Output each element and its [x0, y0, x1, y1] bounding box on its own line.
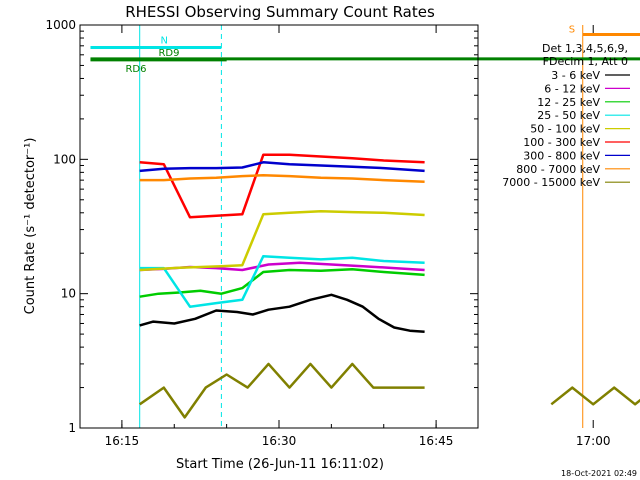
series-line-2-segment-0 — [139, 267, 425, 298]
x-axis-label: Start Time (26-Jun-11 16:11:02) — [176, 457, 384, 472]
x-tick-label-0: 16:15 — [105, 434, 140, 448]
legend-header-line-1: Det 1,3,4,5,6,9, — [542, 42, 628, 55]
y-tick-label-1: 10 — [61, 287, 76, 301]
series-line-8-segment-1 — [550, 386, 640, 406]
legend-label-8: 7000 - 15000 keV — [502, 176, 600, 189]
legend-label-7: 800 - 7000 keV — [516, 163, 600, 176]
series-line-8-segment-0 — [138, 362, 425, 419]
y-tick-label-0: 1 — [68, 421, 76, 435]
y-tick-label-3: 1000 — [45, 18, 76, 32]
series-line-3-segment-0 — [139, 254, 425, 308]
series-line-1-segment-0 — [139, 261, 425, 272]
series-line-5-segment-0 — [139, 153, 425, 219]
y-axis-label: Count Rate (s⁻¹ detector⁻¹) — [23, 138, 38, 315]
series-line-7-segment-0 — [139, 174, 425, 184]
observing-flag-bars: RD6 RD9 N S — [90, 24, 640, 75]
axis-ticks: 16:1516:3016:4517:0017:1517:3017:4511010… — [45, 18, 611, 448]
legend-label-3: 25 - 50 keV — [537, 109, 600, 122]
legend-label-1: 6 - 12 keV — [544, 82, 600, 95]
series-lines — [138, 153, 640, 419]
x-tick-label-2: 16:45 — [419, 434, 454, 448]
flag-label-s: S — [569, 24, 575, 35]
footer-date: 18-Oct-2021 02:49 — [561, 469, 637, 478]
series-line-4-segment-0 — [139, 210, 425, 272]
legend-label-2: 12 - 25 keV — [537, 96, 600, 109]
legend-label-6: 300 - 800 keV — [523, 149, 600, 162]
chart-title: RHESSI Observing Summary Count Rates — [125, 3, 435, 21]
x-tick-label-3: 17:00 — [576, 434, 611, 448]
flag-label-rd6: RD6 — [125, 64, 146, 75]
legend-header-line-2: FDecim 1, Att 0 — [543, 55, 628, 68]
x-tick-label-1: 16:30 — [262, 434, 297, 448]
y-tick-label-2: 100 — [53, 152, 76, 166]
series-line-0-segment-0 — [139, 293, 425, 334]
legend-label-4: 50 - 100 keV — [530, 123, 600, 136]
series-line-6-segment-0 — [139, 161, 425, 173]
legend-label-0: 3 - 6 keV — [551, 69, 600, 82]
flag-label-rd9: RD9 — [158, 48, 179, 59]
flag-label-n: N — [160, 35, 167, 46]
legend-label-5: 100 - 300 keV — [523, 136, 600, 149]
